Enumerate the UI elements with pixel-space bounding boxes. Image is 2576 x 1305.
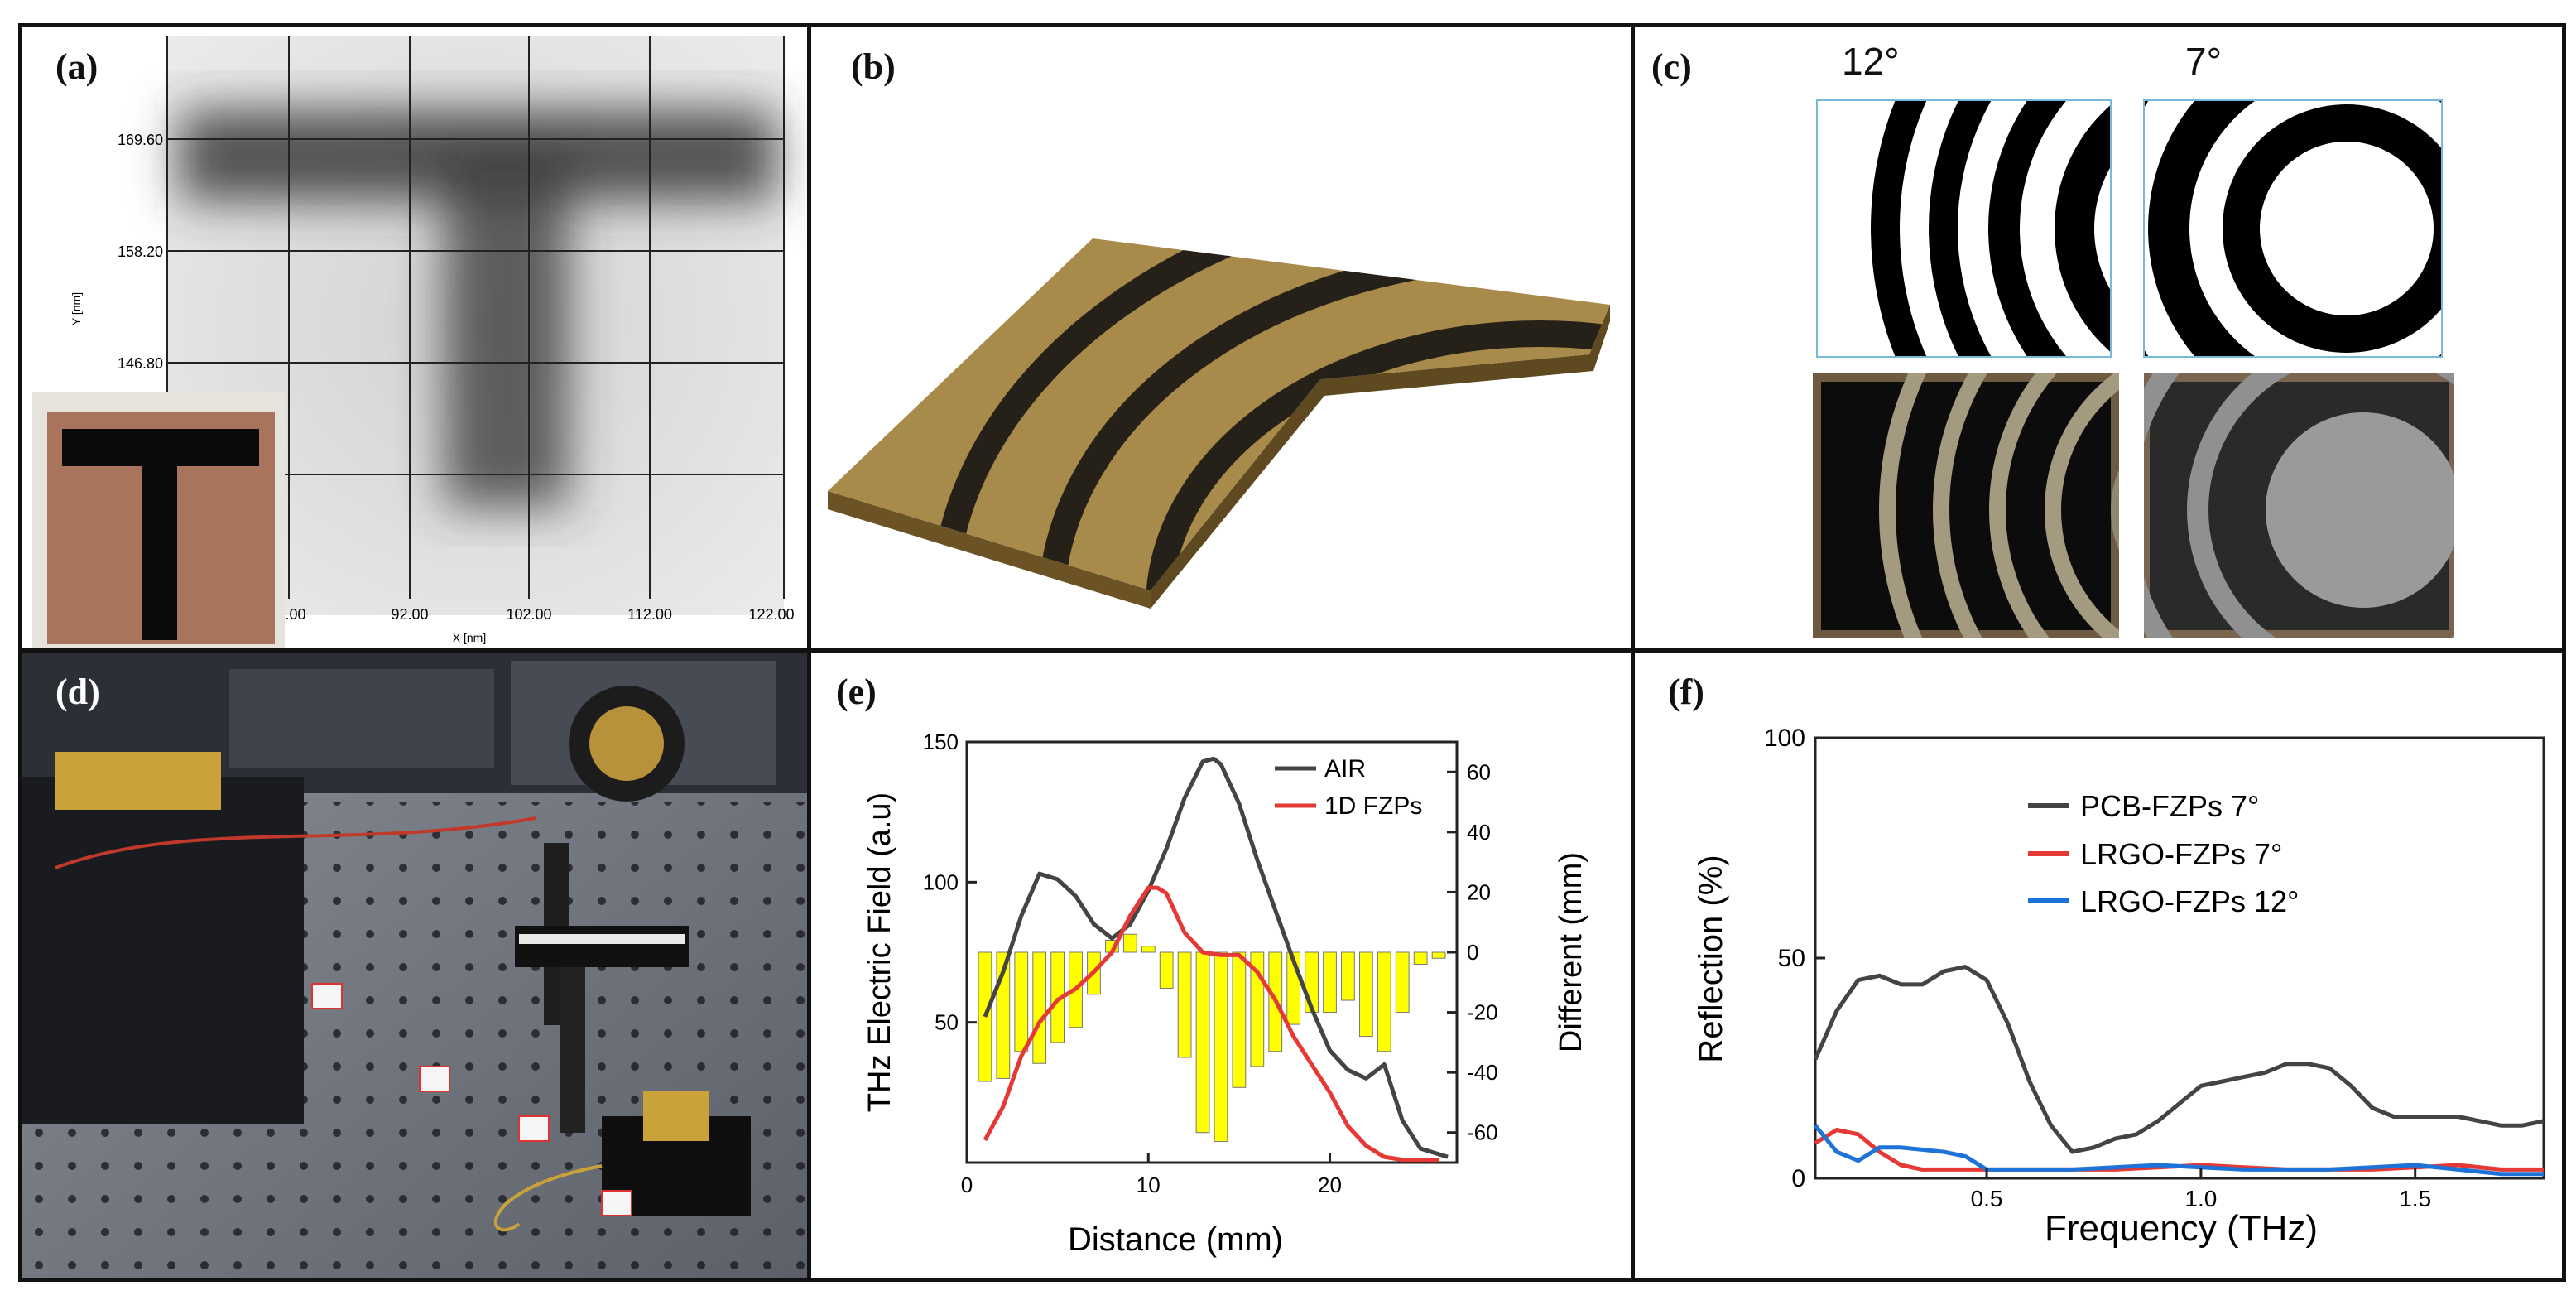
diff-bar: [1250, 951, 1265, 1067]
panel-a-image: 169.60 158.20 146.80 Y [nm] 2.00 92.00 1…: [32, 36, 795, 648]
diff-bar: [1177, 951, 1192, 1058]
panel-f: (f) 0.5 1.0 1.5 0 50 100 Reflection (%) Frequ…: [1631, 648, 2566, 1282]
y2-tick-label: 40: [1467, 820, 1491, 845]
diff-bar: [1159, 951, 1174, 990]
diff-bar: [978, 951, 992, 1082]
chart-e-ylabel: THz Electric Field (a.u): [863, 792, 897, 1112]
panel-c: (c) 12° 7°: [1631, 23, 2566, 652]
y-tick-label: 100: [923, 869, 959, 894]
diff-bar: [1377, 951, 1391, 1052]
y2-tick-label: -20: [1467, 1000, 1498, 1025]
angle-7-label: 7°: [2185, 40, 2222, 83]
series-pcb-7deg-line: [1813, 965, 2545, 1154]
chart-e: 0 10 20 50 100 150 60 40 20 0 -20 -40 -60 THz Electr…: [863, 730, 1588, 1258]
diff-bar: [1358, 951, 1373, 1038]
sample-holder: [515, 926, 689, 967]
x-tick-label: 1.0: [2184, 1186, 2217, 1211]
optical-mount-stack: [22, 777, 304, 1124]
panel-b-label: (b): [851, 46, 896, 87]
afm-t-shape: [180, 110, 776, 508]
panel-e-label: (e): [836, 672, 877, 712]
series-lrgo-7deg-line: [1814, 1128, 2544, 1172]
chart-e-y2label: Different (mm): [1554, 852, 1588, 1052]
design-12deg: [1817, 100, 2111, 357]
parabolic-mirror: [589, 706, 664, 781]
afm-ytick-1: 169.60: [118, 132, 163, 148]
design-7deg: [2144, 100, 2442, 357]
panel-d: (d): [18, 648, 811, 1282]
panel-a: (a) 169.60 158.20 146.80: [18, 23, 811, 652]
fzp-patterns: [1813, 99, 2454, 638]
chart-e-xlabel: Distance (mm): [1068, 1221, 1283, 1258]
afm-xlabel: X [nm]: [453, 631, 486, 644]
legend-f-lrgo7-label: LRGO-FZPs 7°: [2080, 837, 2282, 871]
diff-bar: [1323, 951, 1337, 1014]
y2-tick-label: 60: [1467, 759, 1491, 784]
thz-detector: [643, 1091, 709, 1141]
afm-xtick-4: 112.00: [627, 606, 672, 623]
thz-setup-photo: [22, 652, 807, 1278]
afm-xtick-2: 92.00: [391, 606, 428, 623]
diff-bar: [1195, 951, 1210, 1134]
y-tick-label: 150: [923, 730, 959, 754]
x-tick-label: 20: [1318, 1173, 1342, 1197]
fzp-3d-model: [828, 238, 1610, 609]
diff-bar: [1413, 951, 1428, 966]
x-tick-label: 0.5: [1971, 1186, 2003, 1211]
panel-a-label: (a): [55, 46, 99, 87]
y2-tick-label: 20: [1467, 879, 1491, 904]
fabricated-12deg: [1813, 373, 2119, 638]
diff-bar: [1032, 951, 1047, 1064]
x-tick-label: 0: [961, 1173, 973, 1197]
chart-f: 0.5 1.0 1.5 0 50 100 Reflection (%) Frequency…: [1693, 725, 2545, 1249]
diff-bar: [1141, 946, 1156, 953]
t-sample-inset-photo: [32, 392, 285, 648]
diff-bar: [1122, 933, 1137, 953]
diff-bar: [1214, 951, 1228, 1143]
afm-ytick-3: 146.80: [118, 355, 163, 372]
afm-xtick-5: 122.00: [748, 606, 794, 623]
legend-e-fzp-label: 1D FZPs: [1324, 792, 1422, 820]
diff-bar: [1395, 951, 1410, 1014]
y-tick-label: 100: [1764, 725, 1805, 752]
panel-e: (e) 0 10 20 50 100 150 60 40 20 0 -20 -40 -60 THz El…: [807, 648, 1635, 1282]
panel-d-label: (d): [55, 672, 100, 712]
x-tick-label: 1.5: [2399, 1186, 2431, 1211]
diff-bar: [1341, 951, 1355, 1001]
series-lrgo-12deg-line: [1814, 1124, 2544, 1177]
series-1d-fzps-line: [983, 885, 1439, 1163]
diff-bar: [1232, 951, 1247, 1088]
fabricated-7deg: [2144, 373, 2454, 638]
y2-tick-label: 0: [1467, 940, 1478, 965]
legend-f-pcb-label: PCB-FZPs 7°: [2080, 789, 2259, 823]
y-tick-label: 50: [1778, 945, 1805, 972]
chart-f-ylabel: Reflection (%): [1693, 855, 1729, 1062]
x-tick-label: 10: [1137, 1173, 1161, 1197]
y-tick-label: 0: [1791, 1165, 1805, 1192]
angle-12-label: 12°: [1842, 40, 1900, 83]
panel-f-label: (f): [1668, 672, 1704, 712]
diff-bar: [1014, 951, 1029, 1052]
chart-f-xlabel: Frequency (THz): [2045, 1208, 2318, 1249]
fzp-substrate: [828, 238, 1610, 590]
oscilloscope: [229, 669, 494, 768]
panel-b: (b): [807, 23, 1635, 652]
legend-f-lrgo12-label: LRGO-FZPs 12°: [2080, 884, 2299, 918]
diff-bar: [1431, 951, 1446, 959]
legend-e-air-label: AIR: [1324, 755, 1366, 783]
panel-c-label: (c): [1651, 46, 1692, 87]
thz-emitter: [55, 752, 221, 810]
y-tick-label: 50: [935, 1010, 959, 1035]
afm-ylabel: Y [nm]: [70, 292, 83, 325]
series-air-line: [983, 756, 1449, 1159]
afm-ytick-2: 158.20: [118, 243, 163, 260]
y2-tick-label: -60: [1467, 1120, 1498, 1145]
y2-tick-label: -40: [1467, 1060, 1498, 1085]
afm-xtick-3: 102.00: [506, 606, 551, 623]
